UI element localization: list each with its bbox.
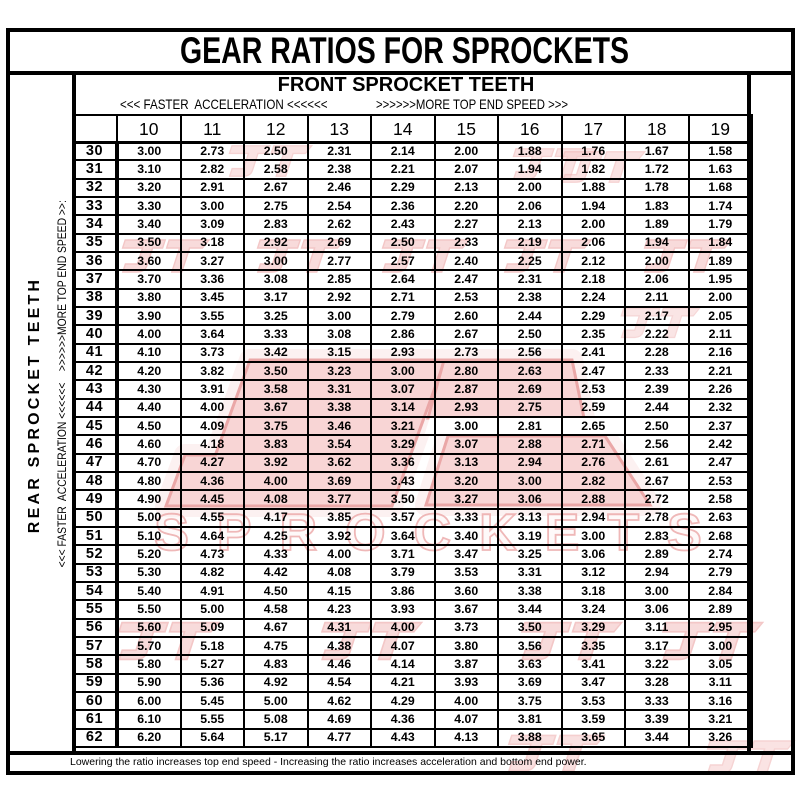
svg-text:SPROCKETS: SPROCKETS bbox=[154, 504, 730, 562]
